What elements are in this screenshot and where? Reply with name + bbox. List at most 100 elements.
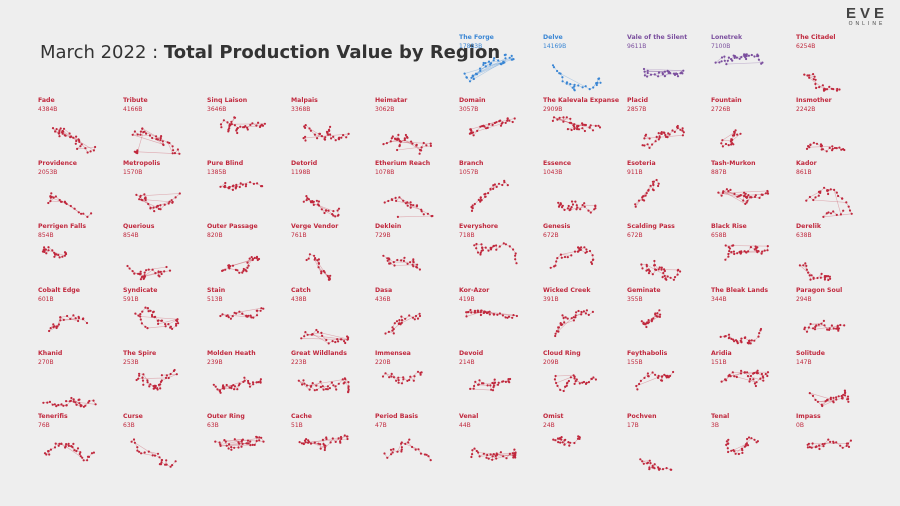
- system-dot: [228, 443, 231, 446]
- stargate-link: [715, 57, 723, 63]
- region-name: Great Wildlands: [291, 350, 347, 357]
- system-dot: [232, 184, 235, 187]
- system-dot: [573, 441, 576, 445]
- system-dot: [803, 73, 806, 76]
- system-dot: [583, 205, 586, 208]
- system-dot: [727, 333, 731, 336]
- system-dot: [575, 208, 578, 211]
- system-dot: [731, 134, 734, 137]
- system-dot: [75, 139, 78, 143]
- system-dot: [820, 322, 823, 325]
- system-dot: [804, 262, 807, 265]
- system-dot: [761, 250, 764, 253]
- region-value: 76B: [38, 422, 50, 429]
- region-map-glyph: [725, 436, 759, 456]
- system-dot: [53, 403, 56, 406]
- stargate-link: [813, 199, 847, 203]
- system-dot: [343, 340, 346, 343]
- system-dot: [390, 137, 393, 140]
- system-dot: [826, 275, 830, 278]
- system-dot: [80, 404, 83, 407]
- system-dot: [740, 447, 744, 450]
- system-dot: [491, 458, 494, 461]
- system-dot: [345, 435, 349, 438]
- system-dot: [802, 264, 805, 267]
- system-dot: [591, 129, 595, 132]
- system-dot: [147, 450, 150, 453]
- system-dot: [347, 132, 350, 135]
- region-name: Period Basis: [375, 413, 419, 420]
- system-dot: [561, 323, 564, 326]
- system-dot: [818, 444, 821, 447]
- region-panel-querious: Querious 854B: [123, 223, 205, 285]
- region-value: 44B: [459, 422, 471, 429]
- region-panel-esoteria: Esoteria 911B: [627, 160, 709, 222]
- region-panel-outer-passage: Outer Passage 820B: [207, 223, 289, 285]
- system-dot: [75, 450, 78, 453]
- system-dot: [492, 244, 496, 247]
- region-name: Kor-Azor: [459, 287, 490, 294]
- system-dot: [515, 262, 518, 265]
- system-dot: [746, 375, 750, 378]
- system-dot: [178, 152, 181, 155]
- region-value: 294B: [796, 296, 812, 303]
- system-dot: [131, 133, 134, 136]
- system-dot: [226, 314, 229, 317]
- system-dot: [725, 440, 728, 443]
- region-map-glyph: [642, 67, 685, 78]
- system-dot: [554, 264, 557, 267]
- system-dot: [574, 200, 577, 203]
- region-panel-metropolis: Metropolis 1570B: [123, 160, 205, 222]
- system-dot: [398, 145, 401, 148]
- system-dot: [244, 269, 247, 272]
- system-dot: [304, 139, 307, 142]
- system-dot: [823, 324, 826, 327]
- system-dot: [509, 377, 512, 381]
- system-dot: [658, 315, 661, 318]
- system-dot: [728, 250, 731, 253]
- region-name: Omist: [543, 413, 564, 420]
- system-dot: [563, 321, 566, 324]
- system-dot: [730, 138, 733, 141]
- system-dot: [473, 244, 476, 247]
- region-value: 718B: [459, 232, 475, 239]
- stargate-link: [140, 316, 178, 320]
- system-dot: [646, 69, 649, 72]
- system-dot: [750, 53, 753, 57]
- system-dot: [61, 255, 64, 258]
- region-value: 0B: [796, 422, 804, 429]
- system-dot: [657, 374, 660, 377]
- system-dot: [477, 451, 480, 454]
- system-dot: [579, 248, 582, 251]
- system-dot: [823, 278, 826, 281]
- system-dot: [314, 257, 317, 260]
- system-dot: [249, 123, 252, 126]
- system-dot: [224, 440, 227, 443]
- system-dot: [513, 448, 516, 451]
- system-dot: [556, 257, 559, 260]
- system-dot: [569, 376, 572, 379]
- region-map-glyph: [549, 246, 595, 269]
- system-dot: [649, 73, 653, 76]
- system-dot: [227, 264, 231, 267]
- region-name: Malpais: [291, 97, 318, 104]
- system-dot: [717, 191, 720, 194]
- region-value: 391B: [543, 296, 559, 303]
- system-dot: [479, 311, 482, 314]
- region-map-glyph: [221, 255, 261, 274]
- region-map-glyph: [219, 181, 264, 191]
- stargate-link: [50, 196, 57, 202]
- system-dot: [409, 203, 412, 206]
- system-dot: [822, 445, 825, 448]
- system-dot: [396, 215, 399, 218]
- system-dot: [397, 381, 400, 384]
- system-dot: [54, 130, 57, 133]
- system-dot: [80, 143, 83, 146]
- system-dot: [58, 442, 61, 445]
- system-dot: [570, 317, 573, 320]
- system-dot: [563, 443, 566, 446]
- system-dot: [660, 379, 664, 382]
- system-dot: [341, 378, 344, 381]
- system-dot: [562, 116, 565, 119]
- system-dot: [565, 116, 568, 119]
